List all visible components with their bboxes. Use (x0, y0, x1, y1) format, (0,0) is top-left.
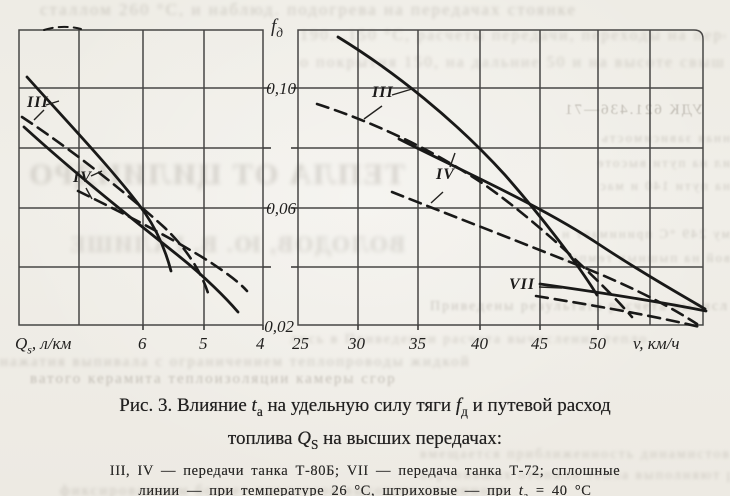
x-tick-30: 30 (348, 334, 365, 353)
x-tick-40: 40 (471, 334, 488, 353)
figure-chart (18, 25, 708, 330)
chart-grid (18, 29, 704, 326)
x-tick-35: 35 (409, 334, 426, 353)
curve-label-right-III: III (372, 84, 394, 101)
curve-left-IV-solid (22, 125, 240, 314)
caption-legend-line-2: линии — при температуре 26 °С, штриховые… (0, 481, 730, 496)
curve-right-III-dashed (315, 102, 634, 319)
caption-line-1: Рис. 3. Влияние tа на удельную силу тяги… (0, 392, 730, 425)
fd-subscript: д (276, 24, 284, 40)
x-tick-4: 4 (256, 334, 265, 353)
qs-subscript: S (310, 436, 319, 452)
y-tick-0-06: 0,06 (266, 199, 296, 218)
curve-right-IV-dashed (390, 190, 699, 326)
v-axis-label: v, км/ч (633, 334, 679, 354)
qs-subscript: s (27, 342, 32, 357)
ta-symbol: t (518, 482, 524, 496)
curve-label-left-IV: IV (73, 169, 92, 186)
v-symbol: v (633, 334, 640, 353)
qs-axis-label: Qs, л/км (15, 334, 71, 357)
curve-right-IV-solid (397, 137, 707, 311)
fd-symbol: f (271, 16, 277, 37)
y-tick-0-02: 0,02 (264, 317, 294, 336)
curve-left-IV-dashed (76, 189, 249, 293)
caption-text: Рис. 3. Влияние (119, 395, 252, 416)
curve-label-left-III: III (27, 94, 49, 111)
x-tick-6: 6 (138, 334, 147, 353)
curve-left-III-solid (25, 75, 173, 273)
figure-caption: Рис. 3. Влияние tа на удельную силу тяги… (0, 392, 730, 496)
x-tick-25: 25 (292, 334, 309, 353)
fd-symbol: f (455, 395, 462, 416)
caption-line-2: топлива QS на высших передачах: (0, 425, 730, 458)
label-leader-lines (33, 88, 563, 289)
y-tick-0-10: 0,10 (266, 79, 296, 98)
bleedthrough-text: ватого керамита теплоизоляции камеры сго… (30, 371, 397, 387)
ta-subscript: а (523, 490, 529, 496)
ta-subscript: а (256, 403, 263, 419)
fd-subscript: д (461, 403, 468, 419)
curve-right-III-solid (336, 35, 599, 297)
curve-label-right-VII: VII (509, 276, 536, 293)
x-tick-5: 5 (199, 334, 208, 353)
ta-symbol: t (251, 395, 257, 416)
qs-symbol: Q (15, 334, 28, 353)
x-tick-45: 45 (531, 334, 548, 353)
fd-axis-label: fд (271, 16, 283, 41)
v-units: , км/ч (639, 334, 680, 353)
curve-right-VII-dashed (534, 294, 702, 329)
data-curves (20, 25, 708, 329)
curve-left-top-fragment (43, 25, 82, 31)
curve-right-VII-solid (538, 282, 708, 313)
qs-units: , л/км (31, 334, 72, 353)
caption-text: линии — при температуре 26 °С, штриховые… (138, 482, 519, 496)
caption-text: = 40 °С (528, 482, 592, 496)
caption-text: и путевой расход (467, 395, 611, 416)
caption-text: на удельную силу тяги (262, 395, 456, 416)
x-tick-50: 50 (589, 334, 606, 353)
curve-label-right-IV: IV (436, 166, 455, 183)
caption-legend-line-1: III, IV — передачи танка Т-80Б; VII — пе… (109, 462, 621, 479)
caption-text: топлива (227, 427, 298, 449)
curve-left-III-dashed (20, 115, 210, 295)
axis-ticks (142, 87, 599, 330)
caption-text: на высших передачах: (318, 427, 503, 449)
qs-symbol: Q (297, 427, 311, 449)
